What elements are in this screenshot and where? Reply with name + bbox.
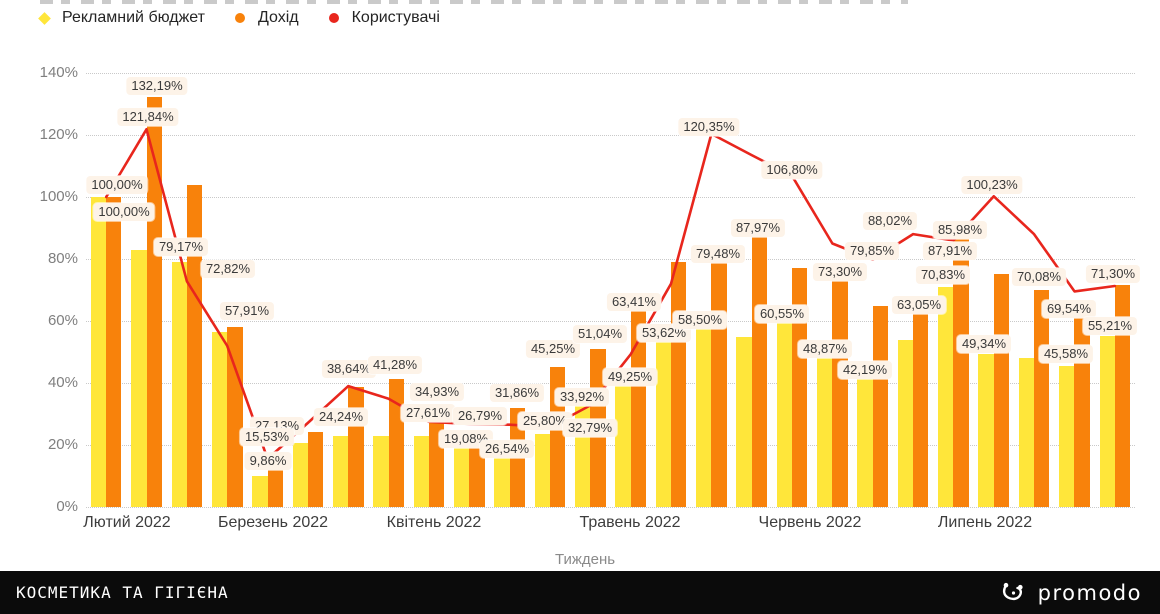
revenue-bar-w3[interactable] <box>186 184 203 507</box>
budget-bar-w23[interactable] <box>978 354 994 507</box>
revenue-bar-w5[interactable] <box>267 470 283 507</box>
revenue-bar-w2[interactable] <box>146 97 162 507</box>
budget-bar-w24[interactable] <box>1018 358 1035 507</box>
brand-wordmark: promodo <box>1037 580 1142 605</box>
legend-item-users[interactable]: Користувачі <box>328 9 440 27</box>
budget-bar-w25[interactable] <box>1059 365 1075 507</box>
revenue-bar-w8[interactable] <box>388 379 404 507</box>
legend-label-budget: Рекламний бюджет <box>62 9 205 26</box>
footer-bar: КОСМЕТИКА ТА ГІГІЄНА promodo <box>0 571 1160 614</box>
revenue-bar-w18[interactable] <box>792 268 808 507</box>
budget-bar-w17[interactable] <box>736 337 752 507</box>
budget-bar-w9[interactable] <box>413 436 429 507</box>
budget-bar-w21[interactable] <box>897 339 914 507</box>
budget-bar-w18[interactable] <box>776 319 793 507</box>
revenue-bar-w17[interactable] <box>751 234 767 507</box>
budget-bar-w26[interactable] <box>1099 335 1115 507</box>
budget-bar-w7[interactable] <box>332 435 349 507</box>
revenue-bar-w20[interactable] <box>872 305 889 507</box>
cropped-title-fragment <box>40 0 908 4</box>
budget-bar-w4[interactable] <box>211 331 228 507</box>
budget-bar-w3[interactable] <box>171 261 187 507</box>
budget-bar-w16[interactable] <box>696 325 712 507</box>
promodo-logo-icon <box>1002 582 1023 600</box>
budget-bar-w22[interactable] <box>938 287 954 507</box>
category-title: КОСМЕТИКА ТА ГІГІЄНА <box>16 583 229 602</box>
budget-bar-w15[interactable] <box>655 340 672 507</box>
budget-bar-w2[interactable] <box>131 249 147 507</box>
revenue-bar-w21[interactable] <box>913 311 929 507</box>
revenue-bar-w14[interactable] <box>630 310 646 507</box>
budget-bar-w19[interactable] <box>817 355 833 507</box>
chart-legend: Рекламний бюджет Дохід Користувачі <box>38 9 440 27</box>
revenue-dot-icon <box>234 13 245 23</box>
revenue-bar-w4[interactable] <box>227 327 243 507</box>
users-line-path <box>104 128 1117 461</box>
budget-bar-w10[interactable] <box>453 447 470 507</box>
budget-bar-w8[interactable] <box>373 435 389 507</box>
legend-item-budget[interactable]: Рекламний бюджет <box>38 9 205 27</box>
revenue-bar-w1[interactable] <box>106 197 122 507</box>
users-dot-icon <box>328 13 339 23</box>
brand-logo: promodo <box>1000 581 1142 605</box>
budget-bar-w12[interactable] <box>534 433 550 507</box>
budget-bar-w14[interactable] <box>615 378 631 507</box>
budget-bar-w1[interactable] <box>90 197 107 507</box>
legend-label-revenue: Дохід <box>257 9 299 26</box>
revenue-bar-w24[interactable] <box>1034 289 1050 507</box>
revenue-bar-w19[interactable] <box>832 279 848 507</box>
budget-bar-w5[interactable] <box>252 476 268 507</box>
revenue-bar-w23[interactable] <box>993 273 1010 507</box>
legend-label-users: Користувачі <box>351 9 440 26</box>
revenue-bar-w26[interactable] <box>1114 285 1131 507</box>
budget-bar-w11[interactable] <box>494 448 510 507</box>
budget-bar-w20[interactable] <box>857 376 873 507</box>
legend-item-revenue[interactable]: Дохід <box>234 9 299 27</box>
revenue-bar-w6[interactable] <box>307 431 324 507</box>
revenue-bar-w22[interactable] <box>953 234 969 507</box>
budget-bar-w6[interactable] <box>292 443 308 507</box>
